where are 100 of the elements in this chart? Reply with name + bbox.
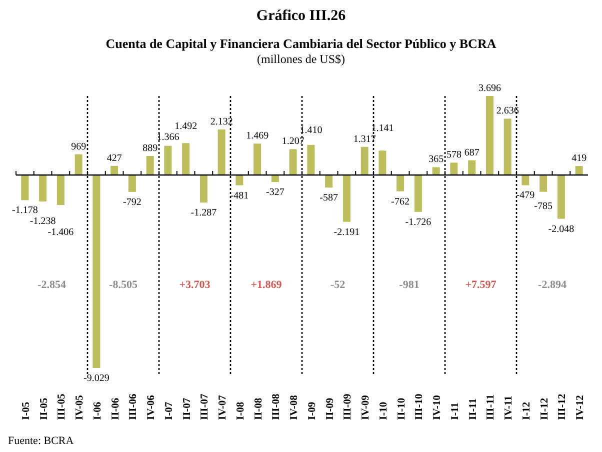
data-label: 1.366: [156, 132, 180, 143]
bar: [110, 166, 118, 176]
x-tick-label: II-10: [396, 398, 408, 420]
data-label: -587: [320, 192, 338, 204]
bar: [218, 129, 226, 176]
data-label: -785: [534, 201, 552, 212]
chart-subtitle: Cuenta de Capital y Financiera Cambiaria del Sector Público y BCRA: [106, 36, 497, 51]
x-tick-label: III-08: [271, 394, 282, 420]
bar: [92, 175, 100, 368]
bar: [200, 175, 208, 203]
bar: [236, 175, 244, 186]
x-tick-label: I-12: [521, 402, 532, 420]
data-label: 2.132: [210, 116, 233, 128]
data-label: 365: [428, 154, 444, 166]
x-tick-label: II-07: [182, 398, 193, 420]
x-tick-label: II-06: [110, 398, 122, 420]
bar: [21, 175, 29, 200]
x-tick-label: II-12: [539, 398, 550, 420]
x-tick-label: IV-07: [218, 395, 229, 420]
x-tick-label: I-09: [306, 402, 318, 420]
bar: [378, 150, 386, 176]
x-tick-label: I-10: [378, 402, 390, 420]
annotation: -2.894: [538, 279, 567, 291]
data-label: -481: [230, 190, 249, 202]
x-tick-label: II-09: [324, 398, 336, 420]
data-label: -1.726: [405, 216, 432, 228]
bar: [325, 175, 333, 188]
data-label: -1.287: [190, 208, 217, 219]
x-tick-label: III-06: [128, 394, 140, 420]
annotation: -8.505: [109, 279, 138, 291]
bar: [575, 166, 583, 176]
x-tick-label: IV-08: [289, 395, 300, 420]
x-tick-label: III-12: [557, 394, 568, 420]
data-label: -2.191: [334, 226, 360, 238]
data-label: 1.492: [174, 121, 198, 132]
data-label: 1.207: [282, 136, 304, 148]
x-tick-label: IV-12: [575, 395, 586, 420]
data-label: 969: [71, 141, 86, 152]
bar: [414, 175, 422, 212]
x-tick-label: I-08: [235, 402, 246, 420]
x-tick-label: I-07: [164, 402, 175, 420]
data-label: -1.406: [48, 227, 74, 238]
bar: [396, 175, 404, 192]
bar: [540, 175, 548, 192]
data-label: -2.048: [548, 224, 574, 235]
data-label: 427: [106, 152, 122, 164]
data-label: -327: [266, 186, 284, 198]
bar: [557, 175, 565, 219]
data-label: 687: [464, 147, 480, 158]
x-tick-label: IV-10: [432, 395, 444, 420]
bar: [74, 154, 82, 176]
bar: [486, 96, 494, 176]
x-tick-label: IV-06: [146, 395, 158, 420]
bar: [432, 167, 440, 176]
data-label: 419: [572, 153, 587, 164]
x-tick-label: II-05: [38, 398, 50, 420]
data-label: -762: [391, 196, 410, 208]
bar: [307, 144, 315, 176]
x-tick-label: II-08: [253, 398, 264, 420]
data-label: 578: [446, 150, 462, 161]
annotation: -981: [399, 279, 420, 291]
annotation: +3.703: [179, 279, 211, 291]
y-axis-title: (millones de US$): [257, 52, 345, 66]
x-tick-label: III-05: [56, 394, 68, 420]
bar: [254, 144, 262, 176]
data-label: -792: [123, 196, 142, 208]
bar: [146, 156, 154, 176]
data-label: -1.238: [30, 216, 56, 228]
data-label: 1.410: [300, 125, 322, 136]
chart-title: Gráfico III.26: [256, 8, 346, 24]
bar: [39, 175, 47, 202]
data-label: 2.636: [496, 106, 519, 117]
x-tick-label: I-11: [450, 402, 461, 420]
annotation: +1.869: [250, 279, 282, 291]
data-label: -479: [516, 190, 535, 202]
x-tick-label: IV-09: [360, 395, 372, 420]
x-tick-label: III-10: [414, 394, 426, 420]
annotation: +7.597: [465, 279, 497, 291]
bar: [468, 160, 476, 176]
data-label: -1.178: [12, 205, 38, 216]
annotation: -2.854: [38, 279, 66, 291]
bar: [504, 118, 512, 176]
data-label: 3.696: [478, 83, 501, 94]
bar: [522, 175, 530, 186]
bar: [450, 162, 458, 176]
x-tick-label: IV-11: [504, 396, 515, 420]
x-tick-label: IV-05: [74, 395, 86, 420]
x-tick-label: III-11: [486, 394, 497, 420]
bar: [342, 175, 350, 222]
source-note: Fuente: BCRA: [8, 435, 74, 447]
data-label: -9.029: [84, 373, 110, 384]
data-label: 889: [142, 143, 158, 154]
x-tick-label: III-09: [342, 394, 354, 420]
x-tick-label: II-11: [468, 398, 479, 420]
bar: [56, 175, 64, 206]
data-label: 1.317: [353, 134, 376, 145]
bar: [271, 175, 279, 182]
bar: [182, 143, 190, 176]
x-tick-label: I-06: [92, 402, 104, 420]
x-tick-label: I-05: [20, 402, 32, 420]
